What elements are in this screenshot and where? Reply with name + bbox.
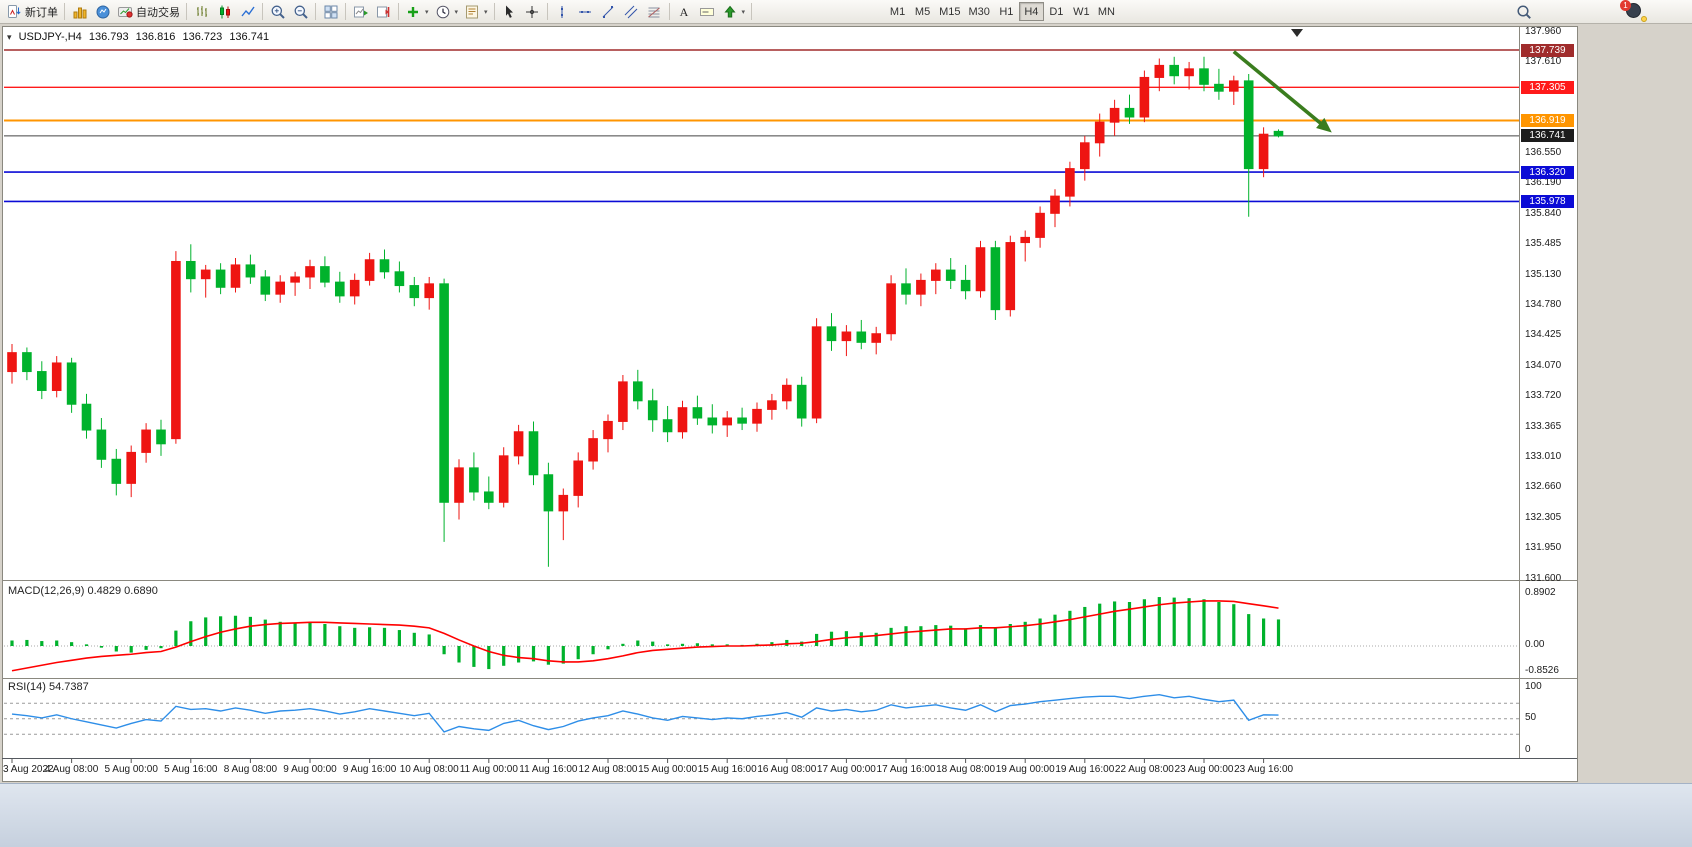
chevron-down-icon: ▾	[484, 8, 488, 16]
user-profile-button[interactable]: 1	[1620, 0, 1647, 22]
arrow-shape-icon	[723, 5, 736, 17]
chart-window[interactable]	[2, 26, 1578, 782]
auto-scroll-icon	[353, 6, 368, 17]
timeframe-m5-button[interactable]: M5	[914, 5, 931, 18]
toolbar-separator	[315, 3, 316, 20]
timeframe-h4-button[interactable]: H4	[1018, 2, 1044, 21]
main-toolbar: 新订单 自动交易	[0, 0, 1692, 24]
auto-trading-icon	[118, 6, 133, 18]
chart-shift-button[interactable]	[372, 1, 395, 22]
candlestick-chart-icon	[219, 5, 230, 18]
bar-chart-icon	[196, 5, 207, 17]
toolbar-separator	[64, 3, 65, 20]
timeframe-m15-button[interactable]: M15	[939, 5, 961, 18]
toolbar-separator	[398, 3, 399, 20]
cursor-icon	[506, 5, 514, 18]
horizontal-line-button[interactable]	[574, 1, 597, 22]
search-button[interactable]	[1512, 1, 1535, 22]
indicators-button[interactable]: ▾	[402, 1, 432, 22]
toolbar-separator	[493, 3, 495, 20]
toolbar-separator	[186, 3, 187, 20]
chart-shift-icon	[376, 6, 389, 17]
market-watch-button[interactable]	[91, 1, 114, 22]
timeframe-m1-button[interactable]: M1	[889, 5, 906, 18]
new-order-label: 新订单	[25, 6, 58, 19]
timeframe-mn-button[interactable]: MN	[1097, 5, 1115, 18]
search-icon	[1516, 4, 1531, 19]
toolbar-separator	[262, 3, 263, 20]
bar-graph-icon	[73, 7, 86, 18]
fibonacci-button[interactable]	[643, 1, 666, 22]
trendline-icon	[602, 5, 614, 18]
new-order-icon	[8, 4, 21, 18]
bar-chart-button[interactable]	[190, 1, 213, 22]
channel-icon	[624, 5, 638, 18]
template-icon	[466, 5, 479, 18]
auto-trading-button[interactable]: 自动交易	[114, 1, 183, 22]
chevron-down-icon: ▾	[741, 8, 746, 16]
templates-button[interactable]: ▾	[461, 1, 491, 22]
zoom-out-button[interactable]	[289, 1, 312, 22]
tile-windows-button[interactable]	[319, 1, 342, 22]
zoom-in-icon	[271, 5, 285, 19]
shapes-button[interactable]: ▾	[719, 1, 749, 22]
periods-button[interactable]: ▾	[432, 1, 462, 22]
toolbar-separator	[668, 3, 670, 20]
bottom-panel	[0, 783, 1692, 847]
timeframe-w1-button[interactable]: W1	[1073, 5, 1090, 18]
timeframe-h1-button[interactable]: H1	[999, 5, 1014, 18]
timeframe-d1-button[interactable]: D1	[1049, 5, 1064, 18]
text-icon: A	[680, 5, 689, 19]
toolbar-separator	[546, 3, 548, 20]
timeframe-m30-button[interactable]: M30	[968, 5, 990, 18]
text-label-button[interactable]	[696, 1, 719, 22]
trendline-button[interactable]	[597, 1, 620, 22]
candlestick-chart-button[interactable]	[213, 1, 236, 22]
clock-icon	[436, 5, 449, 18]
new-order-button[interactable]: 新订单	[3, 1, 61, 22]
chevron-down-icon: ▾	[454, 8, 459, 16]
text-label-icon	[700, 7, 715, 16]
zoom-out-icon	[294, 5, 308, 19]
market-watch-icon	[96, 5, 109, 18]
crosshair-button[interactable]	[521, 1, 544, 22]
charts-button[interactable]	[68, 1, 91, 22]
line-chart-icon	[240, 6, 255, 16]
indicators-plus-icon	[408, 6, 418, 17]
status-dot-icon	[1641, 16, 1647, 22]
horizontal-line-icon	[579, 10, 592, 13]
cursor-button[interactable]	[498, 1, 521, 22]
crosshair-icon	[526, 5, 539, 18]
line-chart-button[interactable]	[236, 1, 259, 22]
vertical-line-button[interactable]	[551, 1, 574, 22]
tile-windows-icon	[324, 5, 337, 18]
auto-trading-label: 自动交易	[136, 6, 180, 19]
vertical-line-icon	[561, 5, 564, 18]
timeframe-toolbar: M1 M5 M15 M30 H1 H4 D1 W1 MN	[885, 2, 1119, 21]
channel-button[interactable]	[620, 1, 643, 22]
svg-text:A: A	[680, 5, 689, 19]
auto-scroll-button[interactable]	[349, 1, 372, 22]
text-button[interactable]: A	[673, 1, 696, 22]
zoom-in-button[interactable]	[266, 1, 289, 22]
notification-badge: 1	[1620, 0, 1631, 11]
toolbar-separator	[345, 3, 346, 20]
fibonacci-icon	[648, 7, 660, 17]
toolbar-separator	[751, 3, 753, 20]
chevron-down-icon: ▾	[425, 8, 429, 16]
